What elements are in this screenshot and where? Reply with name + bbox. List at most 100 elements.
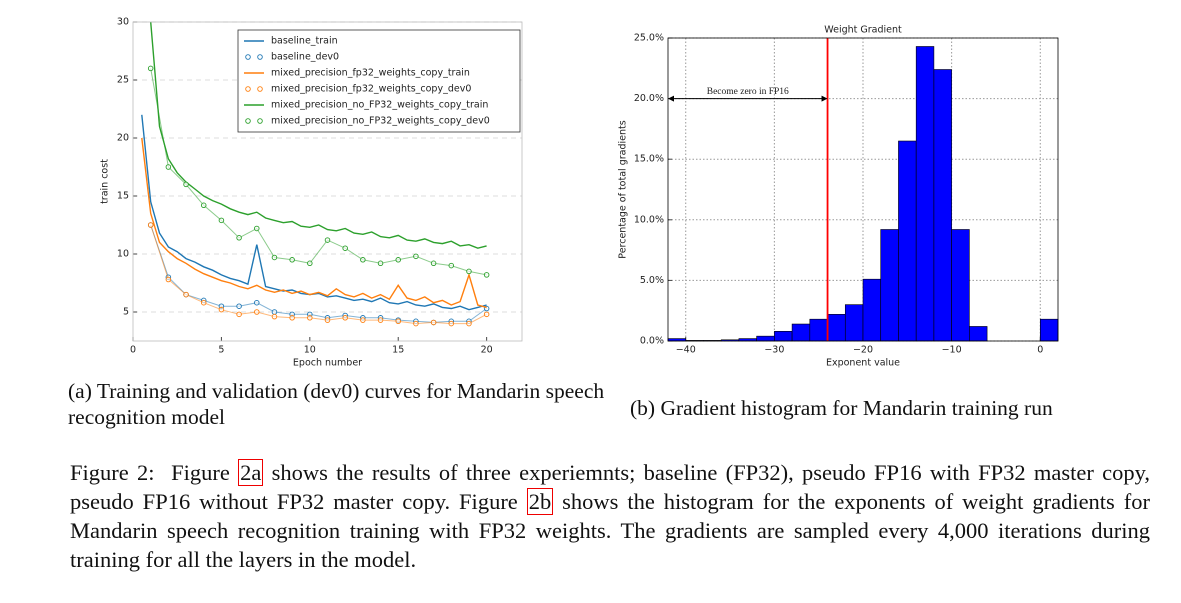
plot-frame: [667, 37, 1059, 342]
legend-marker: [257, 54, 263, 60]
histogram-bar: [844, 304, 864, 342]
data-point: [236, 303, 242, 309]
data-point: [183, 291, 189, 298]
x-tick-label: 5: [218, 345, 224, 356]
data-point: [289, 315, 295, 321]
data-point: [466, 320, 472, 327]
caption-text: shows the results of three experiemnts; …: [70, 460, 1151, 514]
histogram-bar: [969, 326, 988, 342]
y-tick-label: 25.0%: [634, 33, 664, 44]
y-tick-label: 15: [117, 191, 129, 202]
data-point: [271, 309, 278, 315]
y-axis-label: Percentage of total gradients: [618, 120, 629, 258]
plot-lines: [141, 22, 490, 327]
caption-a: (a) Training and validation (dev0) curve…: [68, 379, 605, 429]
data-point: [360, 317, 366, 323]
legend-marker: [245, 86, 251, 92]
data-point: [324, 317, 331, 323]
data-point: [466, 268, 472, 275]
legend-label: mixed_precision_fp32_weights_copy_dev0: [271, 84, 471, 95]
legend-label: mixed_precision_no_FP32_weights_copy_dev…: [271, 116, 490, 127]
histogram-bar: [1039, 318, 1059, 342]
data-point: [430, 260, 437, 267]
data-point: [218, 217, 225, 224]
histogram-bar: [933, 69, 952, 342]
y-tick-label: 20: [117, 133, 129, 144]
figure-caption: Figure 2: Figure 2a shows the results of…: [70, 458, 1150, 574]
x-tick-label: −30: [764, 345, 784, 356]
x-axis-label: Epoch number: [293, 358, 362, 369]
series-line: [150, 224, 487, 325]
data-point: [165, 276, 172, 283]
data-point: [413, 253, 419, 260]
x-tick-label: −20: [853, 345, 873, 356]
caption-text: Figure: [171, 460, 230, 485]
data-point: [342, 315, 348, 321]
data-point: [165, 164, 172, 170]
data-point: [271, 313, 278, 320]
figure-ref[interactable]: 2a: [238, 459, 264, 486]
legend-label: mixed_precision_no_FP32_weights_copy_tra…: [271, 100, 488, 111]
x-tick-label: 20: [481, 345, 493, 356]
figure-charts: 5 10 15 20 25 30 0 5 10 15 20 Epoch number train cos…: [100, 17, 1059, 369]
data-point: [254, 309, 260, 315]
legend-marker: [245, 118, 251, 124]
data-point: [183, 181, 189, 188]
data-point: [254, 299, 260, 306]
caption-text: shows the histogram for the exponents of…: [70, 489, 1150, 572]
y-tick-label: 30: [117, 17, 129, 28]
data-point: [430, 319, 437, 326]
figure-ref[interactable]: 2b: [526, 488, 554, 515]
x-tick-label: 0: [130, 345, 136, 356]
data-point: [289, 257, 295, 263]
data-point: [307, 315, 313, 321]
legend-label: baseline_train: [271, 36, 338, 47]
data-point: [360, 257, 366, 263]
data-point: [448, 262, 455, 269]
data-point: [147, 65, 154, 72]
data-point: [218, 306, 225, 313]
series-line: [150, 22, 487, 249]
series-line: [141, 137, 487, 309]
y-tick-label: 5.0%: [640, 275, 664, 286]
y-axis-label: train cost: [100, 159, 111, 204]
y-tick-label: 0.0%: [640, 336, 664, 347]
data-point: [324, 237, 331, 243]
histogram-bar: [774, 331, 793, 342]
histogram-bar: [809, 318, 828, 342]
histogram-bar: [915, 46, 935, 342]
histogram-bar: [756, 335, 775, 342]
y-tick-label: 5: [123, 307, 129, 318]
y-tick-label: 10: [117, 249, 129, 260]
data-point: [147, 222, 154, 228]
legend-marker: [257, 86, 263, 92]
histogram-bar: [898, 140, 917, 342]
data-point: [271, 254, 278, 261]
y-tick-label: 25: [117, 75, 129, 86]
legend-label: mixed_precision_fp32_weights_copy_train: [271, 68, 470, 79]
plot-frame: [132, 21, 523, 342]
x-tick-label: 15: [392, 345, 404, 356]
data-point: [395, 257, 401, 263]
histogram-bar: [827, 314, 846, 342]
histogram-bar: [880, 229, 899, 342]
data-point: [377, 317, 384, 323]
annotation-text: Become zero in FP16: [707, 87, 789, 97]
legend-marker: [245, 54, 251, 60]
y-tick-label: 10.0%: [634, 214, 664, 225]
x-axis-label: Exponent value: [826, 358, 900, 369]
data-point: [377, 260, 384, 267]
data-point: [254, 225, 260, 232]
y-tick-label: 20.0%: [634, 93, 664, 104]
data-point: [342, 245, 348, 251]
chart-title: Weight Gradient: [824, 25, 902, 36]
series-line: [150, 224, 487, 323]
histogram-bar: [862, 278, 882, 342]
y-tick-label: 15.0%: [634, 154, 664, 165]
legend-box: [237, 29, 521, 133]
series-line: [150, 68, 487, 276]
series-line: [141, 114, 487, 311]
data-point: [236, 235, 242, 241]
caption-b: (b) Gradient histogram for Mandarin trai…: [630, 396, 1053, 420]
